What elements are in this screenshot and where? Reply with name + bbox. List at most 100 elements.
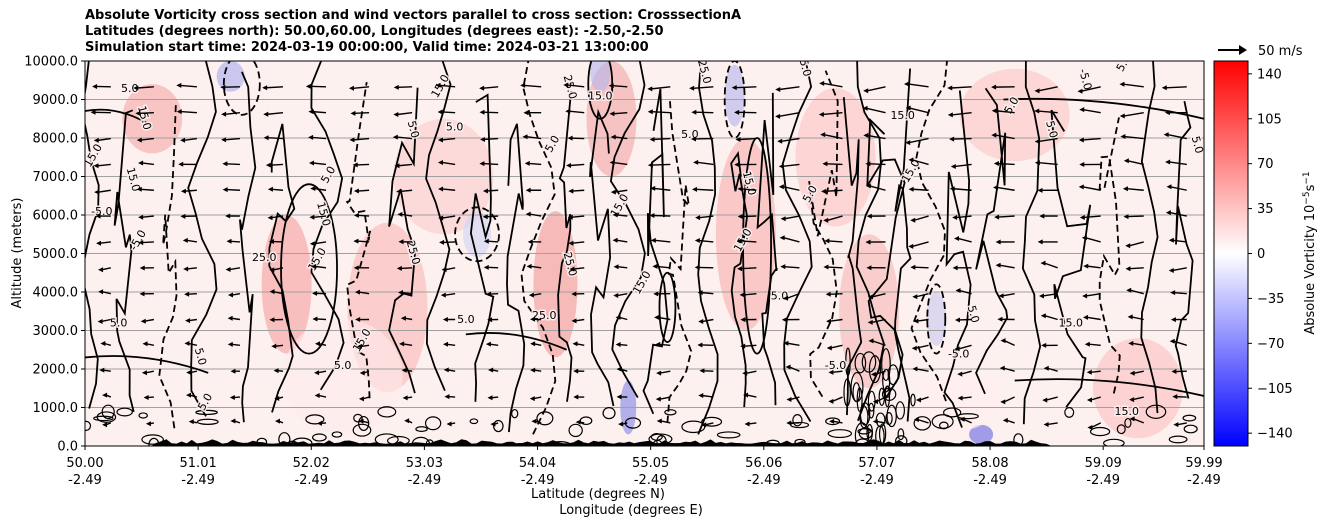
wind-vector — [146, 343, 155, 347]
wind-vector-head — [656, 418, 662, 424]
surface-contour — [827, 429, 853, 439]
wind-vector — [103, 369, 111, 372]
vorticity-blob — [1092, 338, 1183, 439]
contour-line — [866, 117, 906, 399]
wind-vector — [995, 134, 1015, 140]
wind-vector — [914, 266, 929, 269]
wind-vector — [362, 420, 370, 424]
wind-vector-head — [349, 137, 355, 143]
colorbar: 140 105 70 35 0 −35 −70 −105 −140 Absolue Vortic… — [1213, 60, 1318, 447]
wind-vector — [142, 241, 154, 244]
negative-contour-line — [520, 61, 557, 435]
surface-contour — [887, 364, 899, 386]
x-tick-label-latitude: 58.08 — [971, 456, 1008, 471]
wind-vector — [654, 239, 671, 243]
wind-vector-head — [1082, 293, 1088, 299]
wind-vector-head — [655, 396, 661, 402]
vorticity-blob — [463, 211, 492, 258]
wind-vector-head — [358, 418, 364, 424]
wind-vector-head — [991, 132, 997, 138]
wind-vector-head — [1002, 417, 1008, 423]
wind-vector-head — [697, 342, 703, 348]
wind-vector-head — [311, 263, 317, 269]
wind-vector — [826, 163, 843, 166]
wind-vector — [699, 215, 714, 219]
wind-vector-head — [527, 239, 533, 245]
surface-contour — [536, 411, 554, 426]
wind-vector-head — [744, 421, 750, 427]
wind-vector — [1123, 112, 1144, 117]
wind-vector — [660, 370, 671, 374]
wind-vector-head — [1039, 293, 1045, 299]
contour-label: -5.0 — [948, 347, 969, 360]
wind-vector-head — [563, 82, 569, 88]
wind-vector — [569, 110, 585, 114]
wind-vector — [1172, 239, 1187, 243]
colorbar-tick-label: 70 — [1257, 157, 1274, 172]
wind-vector-head — [775, 113, 781, 119]
wind-vector — [823, 82, 843, 88]
wind-vector — [874, 370, 886, 375]
wind-vector-head — [404, 418, 410, 424]
wind-vector — [316, 318, 327, 321]
wind-vector — [1002, 292, 1015, 297]
wind-vector-head — [1034, 138, 1040, 144]
contour-line — [781, 61, 813, 423]
contour-line — [85, 355, 209, 374]
y-tick-label: 10000.0 — [24, 55, 78, 70]
contour-line — [642, 88, 669, 415]
wind-vector — [533, 396, 542, 400]
wind-vector — [1127, 215, 1144, 218]
wind-vector — [617, 266, 628, 269]
wind-vector — [231, 343, 241, 347]
surface-contour — [1089, 426, 1111, 437]
wind-vector-head — [690, 136, 696, 142]
wind-vector-head — [1165, 210, 1171, 216]
wind-vector-head — [568, 188, 574, 194]
contour-line — [609, 61, 646, 399]
x-axis: 50.00 -2.49 51.01 -2.49 52.02 -2.49 53.03 -2.49… — [66, 446, 1223, 488]
wind-vector-head — [178, 161, 184, 167]
y-tick-label: 9000.0 — [33, 93, 79, 108]
wind-vector-head — [355, 317, 361, 323]
vorticity-blob — [724, 64, 745, 127]
wind-vector-head — [1040, 313, 1046, 319]
surface-contour — [701, 416, 723, 427]
wind-vector-head — [693, 159, 699, 165]
quiver-key-arrow-head — [1239, 45, 1247, 55]
wind-vector-head — [908, 186, 914, 192]
y-tick-label: 0.0 — [57, 440, 78, 455]
wind-vector — [614, 136, 628, 140]
wind-vector-head — [523, 110, 529, 116]
wind-vector — [267, 137, 284, 140]
wind-vector — [1091, 422, 1102, 429]
surface-contour — [943, 407, 962, 418]
wind-vector — [486, 215, 499, 218]
wind-vector — [1081, 86, 1101, 92]
wind-vector-head — [138, 214, 144, 220]
wind-vector-head — [910, 217, 916, 223]
negative-contour-line — [345, 81, 372, 399]
wind-vector-head — [995, 262, 1001, 268]
wind-vector — [1133, 418, 1145, 424]
wind-vector-head — [867, 319, 873, 325]
wind-vector-head — [140, 318, 146, 324]
contour-label: -5.0 — [825, 359, 846, 372]
wind-vector-head — [271, 343, 277, 349]
wind-vector — [97, 163, 111, 167]
wind-vector — [916, 368, 929, 372]
wind-vector-head — [102, 422, 108, 428]
wind-vector — [314, 187, 327, 191]
wind-vector — [656, 265, 671, 269]
wind-vector — [441, 137, 456, 141]
wind-vector — [787, 342, 800, 347]
wind-vector — [1004, 340, 1015, 346]
wind-vector-head — [525, 187, 531, 193]
wind-vector — [483, 86, 499, 89]
wind-vector-head — [180, 213, 186, 219]
wind-vector — [576, 343, 585, 347]
wind-vector — [104, 342, 112, 347]
surface-contour — [957, 413, 979, 420]
wind-vector — [180, 84, 197, 88]
